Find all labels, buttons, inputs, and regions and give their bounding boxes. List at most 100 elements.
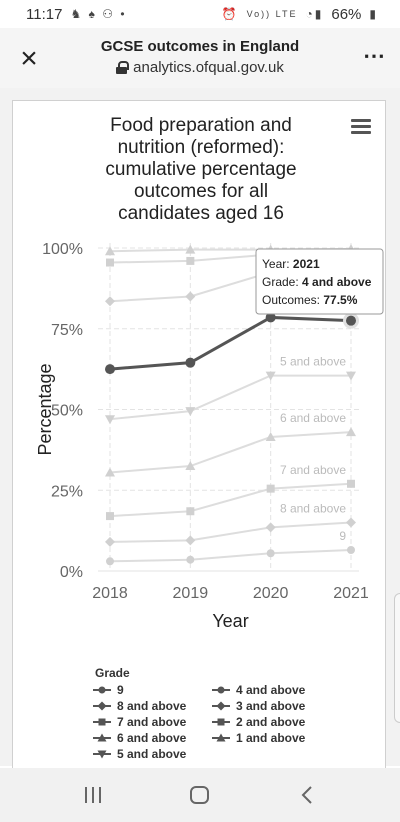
data-point — [106, 258, 114, 267]
legend-marker — [97, 733, 107, 742]
data-point — [105, 246, 115, 256]
chart-title-line: nutrition (reformed): — [118, 137, 285, 158]
data-point — [346, 371, 356, 381]
x-tick-label: 2018 — [92, 585, 128, 602]
legend-marker — [217, 718, 225, 726]
legend-item: 3 and above — [212, 699, 306, 713]
more-options-button[interactable]: ⋯ — [363, 43, 386, 68]
series-4-and-above — [105, 312, 359, 375]
data-point — [185, 357, 196, 368]
series-label: 5 and above — [280, 355, 346, 369]
data-point — [346, 517, 356, 528]
series-line — [109, 315, 352, 371]
status-right: ⏰ Vo)) LTE ◔▮ 66% ▮ — [222, 6, 378, 23]
data-point — [106, 512, 114, 521]
y-tick-label: 75% — [51, 322, 83, 339]
recent-apps-button[interactable] — [73, 775, 113, 815]
battery-icon: ▮ — [369, 7, 378, 21]
data-point — [346, 427, 356, 437]
series-5-and-above — [105, 371, 356, 425]
x-tick-labels: 2018 2019 2020 2021 — [92, 585, 369, 602]
data-point — [266, 484, 275, 493]
home-button[interactable] — [180, 775, 220, 815]
legend-label: 7 and above — [117, 715, 187, 729]
legend-label: 4 and above — [236, 683, 306, 697]
legend-item: 6 and above — [93, 731, 187, 745]
alarm-icon: ⏰ — [221, 7, 239, 21]
data-point — [347, 546, 355, 555]
data-point — [105, 536, 115, 547]
legend-marker — [98, 686, 106, 694]
back-icon — [301, 786, 312, 804]
close-button[interactable]: × — [20, 42, 38, 75]
chart-title-line: outcomes for all — [134, 181, 268, 202]
tooltip-line: Year: 2021 — [262, 257, 320, 271]
recent-apps-icon — [85, 787, 102, 803]
tooltip-value: 4 and above — [302, 275, 372, 289]
chart-title-line: candidates aged 16 — [118, 203, 284, 224]
lock-icon — [116, 61, 130, 74]
legend-marker — [97, 750, 107, 759]
tooltip-key: Outcomes: — [262, 293, 323, 307]
series-label: 8 and above — [280, 502, 346, 516]
legend-label: 8 and above — [117, 699, 187, 713]
data-point — [105, 296, 115, 307]
x-tick-label: 2019 — [173, 585, 209, 602]
tooltip-value: 2021 — [293, 257, 320, 271]
tooltip-key: Year: — [262, 257, 293, 271]
legend-title: Grade — [95, 666, 130, 680]
legend-label: 3 and above — [236, 699, 306, 713]
x-axis-label: Year — [212, 611, 248, 631]
series-label: 9 — [339, 529, 346, 543]
legend-marker — [98, 718, 106, 726]
data-point — [105, 467, 115, 477]
legend-marker — [216, 733, 226, 742]
series-8-and-above — [105, 517, 356, 547]
series-line — [109, 549, 352, 563]
legend-label: 1 and above — [236, 731, 306, 745]
legend-marker — [217, 686, 225, 694]
y-tick-label: 25% — [51, 483, 83, 500]
data-point — [185, 244, 196, 254]
legend: Grade 9 8 and above 7 and above 6 and above 5… — [93, 666, 306, 761]
legend-label: 5 and above — [117, 747, 187, 761]
tooltip-key: Grade: — [262, 275, 302, 289]
page-content: Food preparation and nutrition (reformed)… — [0, 88, 400, 776]
data-point — [186, 256, 195, 265]
chart-title-line: cumulative percentage — [105, 159, 296, 180]
url-display[interactable]: analytics.ofqual.gov.uk — [60, 59, 340, 76]
scroll-handle[interactable] — [394, 593, 400, 723]
clock: 11:17 — [26, 5, 63, 23]
back-button[interactable] — [287, 775, 327, 815]
series-group — [105, 243, 359, 566]
chart-card: Food preparation and nutrition (reformed)… — [12, 100, 386, 776]
data-point — [105, 415, 115, 425]
network-label: Vo)) LTE — [246, 9, 298, 19]
legend-item: 9 — [93, 683, 124, 697]
series-line — [109, 521, 352, 543]
data-point — [106, 557, 114, 566]
series-line — [109, 374, 351, 421]
data-point — [185, 461, 196, 471]
y-tick-label: 100% — [42, 241, 83, 258]
series-line — [109, 482, 352, 518]
android-nav-bar — [0, 768, 400, 822]
legend-label: 9 — [117, 683, 124, 697]
series-9 — [106, 546, 355, 566]
data-point — [185, 291, 196, 302]
tooltip-line: Grade: 4 and above — [262, 275, 372, 289]
chart-menu-icon[interactable] — [351, 119, 371, 134]
series-line — [109, 431, 352, 474]
url-text: analytics.ofqual.gov.uk — [133, 59, 284, 76]
legend-item: 4 and above — [212, 683, 306, 697]
data-point — [265, 522, 276, 533]
data-point — [346, 315, 356, 326]
y-tick-labels: 0% 25% 50% 75% 100% — [42, 241, 83, 581]
legend-label: 6 and above — [117, 731, 187, 745]
legend-label: 2 and above — [236, 715, 306, 729]
data-point — [186, 507, 195, 516]
data-point — [265, 312, 276, 323]
x-tick-label: 2021 — [333, 585, 369, 602]
series-6-and-above — [105, 427, 356, 477]
